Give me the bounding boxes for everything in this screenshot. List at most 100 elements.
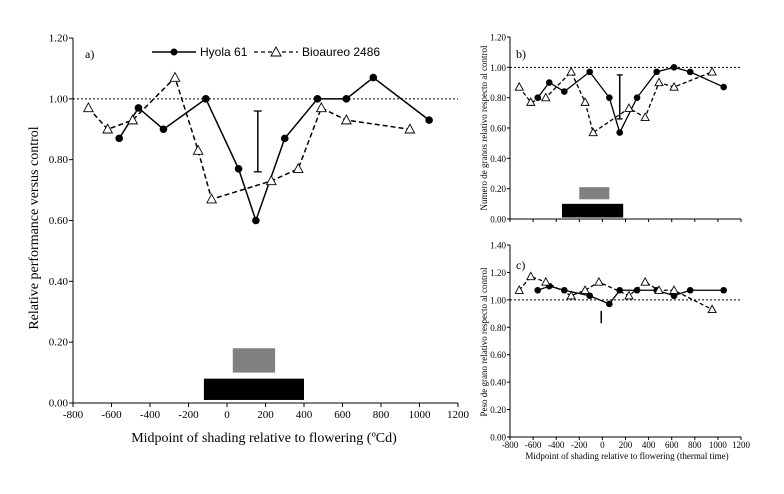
panel-a-point-bioaureo xyxy=(292,162,304,173)
panel-a-x-tick-label: 0 xyxy=(224,409,230,421)
panel-c-x-tick-label: 200 xyxy=(619,440,633,450)
legend-hyola-marker xyxy=(170,48,178,56)
panel-c-y-tick-label: 0.40 xyxy=(490,378,506,388)
panel-b-y-tick-label: 1.00 xyxy=(490,63,506,73)
panel-b-point-hyola xyxy=(606,94,613,101)
panel-b-y-tick-label: 0.60 xyxy=(490,124,506,134)
panel-a-x-axis-label: Midpoint of shading relative to flowerin… xyxy=(131,431,397,446)
panel-b-point-hyola xyxy=(545,79,553,86)
panel-c-x-tick-label: 1200 xyxy=(732,440,751,450)
panel-b-point-bioaureo xyxy=(707,66,717,76)
panel-a-point-hyola xyxy=(313,95,322,103)
panel-c-x-tick-label: -600 xyxy=(525,440,542,450)
panel-a-point-hyola xyxy=(280,134,289,143)
panel-c-x-tick-label: 400 xyxy=(642,440,656,450)
panel-c-y-tick-label: 0.80 xyxy=(490,323,506,333)
panel-b: b) Numero de granos relativo respecto al… xyxy=(479,33,742,225)
panel-c-point-hyola xyxy=(560,286,568,294)
panel-b-series-bioaureo-line xyxy=(518,70,713,134)
panel-b-y-tick-label: 0.40 xyxy=(490,154,506,164)
panel-c-y-tick-label: 1.20 xyxy=(490,268,506,278)
panel-c-x-tick-label: -400 xyxy=(548,440,565,450)
panel-a-legend: Hyola 61 Bioaureo 2486 xyxy=(152,45,380,59)
panel-a-point-hyola xyxy=(115,134,123,143)
panel-c-point-hyola xyxy=(633,286,641,294)
panel-a-y-tick-label: 0.20 xyxy=(49,337,69,349)
panel-c-x-tick-label: 0 xyxy=(600,440,605,450)
panel-c-y-tick-label: 1.40 xyxy=(490,241,506,251)
panel-a-x-tick-label: -800 xyxy=(63,409,84,421)
panel-c-point-hyola xyxy=(534,286,542,294)
panel-b-point-bioaureo xyxy=(514,81,524,91)
panel-c: c) Midpoint of shading relative to flowe… xyxy=(479,241,751,462)
panel-b-point-hyola xyxy=(586,68,593,76)
panel-b-point-hyola xyxy=(720,83,727,91)
panel-b-point-bioaureo xyxy=(588,127,598,137)
panel-a-y-axis-label: Relative performance versus control xyxy=(27,126,42,329)
panel-a-point-bioaureo xyxy=(102,123,114,134)
panel-b-point-bioaureo xyxy=(669,81,679,91)
panel-c-x-tick-label: 800 xyxy=(688,440,702,450)
panel-b-shading-bar-0 xyxy=(579,187,610,200)
panel-c-y-axis-label: Peso de grano relativo respecto al contr… xyxy=(479,267,489,416)
panel-c-y-tick-label: 0.60 xyxy=(490,350,506,360)
panel-c-x-tick-label: 1000 xyxy=(709,440,728,450)
panel-c-label: c) xyxy=(516,258,525,272)
panel-c-point-bioaureo xyxy=(580,285,590,294)
panel-b-point-bioaureo xyxy=(566,66,576,76)
panel-b-shading-bar-1 xyxy=(561,203,624,218)
panel-b-series-hyola-line xyxy=(537,66,724,135)
panel-a-point-hyola xyxy=(134,104,143,112)
panel-c-point-bioaureo xyxy=(594,276,604,286)
legend-bioaureo-label: Bioaureo 2486 xyxy=(302,45,380,59)
panel-a-point-hyola xyxy=(252,216,260,225)
panel-b-y-tick-label: 0.20 xyxy=(490,184,506,194)
legend-hyola-label: Hyola 61 xyxy=(200,45,248,59)
panel-a-point-bioaureo xyxy=(169,71,181,82)
panel-a-shading-bar-0 xyxy=(232,348,276,373)
panel-a-x-tick-label: 600 xyxy=(334,409,351,421)
panel-c-y-tick-label: 0.20 xyxy=(490,405,506,415)
panel-b-point-bioaureo xyxy=(541,92,551,102)
panel-a-point-bioaureo xyxy=(82,102,94,113)
panel-a-x-tick-label: 400 xyxy=(296,409,313,421)
panel-a-label: a) xyxy=(85,47,94,61)
panel-c-x-tick-label: 600 xyxy=(665,440,679,450)
panel-b-point-hyola xyxy=(616,129,624,136)
panel-c-point-bioaureo xyxy=(514,285,524,294)
panel-c-y-tick-label: 1.00 xyxy=(490,295,506,305)
panel-a-x-tick-label: 1200 xyxy=(447,409,470,421)
panel-a-point-hyola xyxy=(425,116,433,124)
panel-b-point-bioaureo xyxy=(624,103,634,112)
panel-a-x-tick-label: -600 xyxy=(101,409,122,421)
panel-c-point-bioaureo xyxy=(669,285,679,294)
panel-b-y-axis-label: Numero de granos relativo respecto al co… xyxy=(479,45,489,210)
panel-b-point-hyola xyxy=(633,94,641,101)
panel-a: a) Midpoint of shading relative to flowe… xyxy=(27,33,470,447)
panel-a-point-hyola xyxy=(234,164,243,173)
panel-a-point-bioaureo xyxy=(206,193,218,204)
panel-a-x-tick-label: 1000 xyxy=(409,409,432,421)
panel-c-point-hyola xyxy=(686,286,694,294)
panel-a-y-tick-label: 0.80 xyxy=(49,154,69,166)
panel-b-point-bioaureo xyxy=(654,77,664,87)
panel-c-point-bioaureo xyxy=(566,290,576,300)
panel-c-x-axis-label: Midpoint of shading relative to flowerin… xyxy=(525,451,728,461)
panel-a-shading-bar-1 xyxy=(203,378,304,400)
panel-b-point-hyola xyxy=(560,88,568,95)
panel-b-point-bioaureo xyxy=(580,97,590,106)
panel-c-point-bioaureo xyxy=(526,271,536,281)
panel-b-point-hyola xyxy=(686,68,694,76)
panel-a-y-tick-label: 0.40 xyxy=(49,276,69,288)
panel-a-point-bioaureo xyxy=(315,102,327,113)
panel-b-point-bioaureo xyxy=(526,97,536,106)
panel-a-x-tick-label: -400 xyxy=(140,409,161,421)
panel-c-point-bioaureo xyxy=(707,304,717,314)
panel-a-point-bioaureo xyxy=(192,144,204,155)
panel-c-y-tick-label: 0.00 xyxy=(490,433,506,443)
panel-a-y-tick-label: 1.00 xyxy=(49,93,69,105)
panel-a-point-bioaureo xyxy=(265,175,277,186)
panel-a-point-bioaureo xyxy=(340,114,352,125)
panel-a-y-tick-label: 0.60 xyxy=(49,215,69,227)
